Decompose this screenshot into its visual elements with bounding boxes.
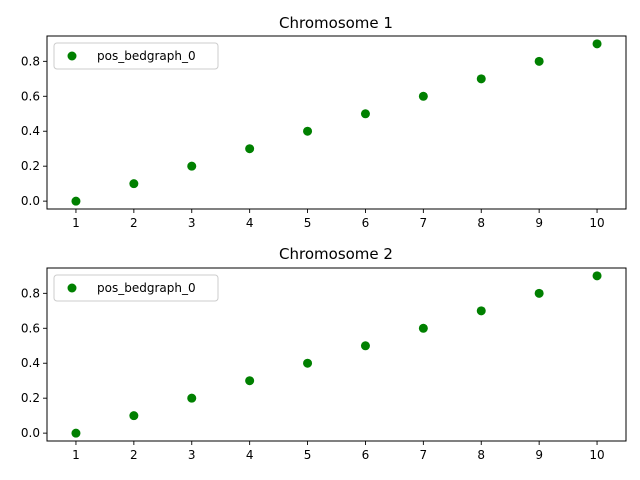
x-tick-label: 9: [535, 216, 543, 230]
data-point: [303, 358, 313, 368]
data-point: [71, 428, 81, 438]
legend-frame: [53, 274, 219, 302]
axes-frame: [46, 35, 627, 210]
x-tick-label: 8: [477, 448, 485, 462]
data-point: [476, 306, 486, 316]
x-tick-label: 10: [589, 448, 604, 462]
data-point: [245, 144, 255, 154]
data-point: [360, 341, 370, 351]
plot-area: 1 2 3 4 5 6 7 8 9 10 0.0 0.2 0.4 0.6 0.8 pos_bedgraph_0: [21, 267, 627, 462]
data-point: [187, 393, 197, 403]
data-point: [245, 376, 255, 386]
data-point: [534, 56, 544, 66]
y-tick-label: 0.2: [21, 391, 40, 405]
plot-area: 1 2 3 4 5 6 7 8 9 10 0.0 0.2 0.4 0.6 0.8 pos_bedgraph_0: [21, 35, 627, 230]
y-tick-label: 0.0: [21, 194, 40, 208]
x-tick-label: 6: [362, 448, 370, 462]
x-tick-label: 7: [420, 216, 428, 230]
x-tick-label: 5: [304, 448, 312, 462]
y-tick-label: 0.4: [21, 124, 40, 138]
data-point: [418, 91, 428, 101]
x-tick-label: 2: [130, 216, 138, 230]
x-tick-label: 3: [188, 448, 196, 462]
legend-frame: [53, 42, 219, 70]
legend-label: pos_bedgraph_0: [97, 281, 196, 295]
data-point: [187, 161, 197, 171]
y-tick-label: 0.6: [21, 89, 40, 103]
x-tick-label: 10: [589, 216, 604, 230]
x-tick-label: 4: [246, 448, 254, 462]
chart-title: Chromosome 1: [279, 14, 393, 32]
y-tick-label: 0.6: [21, 321, 40, 335]
x-tick-label: 8: [477, 216, 485, 230]
data-point: [592, 39, 602, 49]
legend-label: pos_bedgraph_0: [97, 49, 196, 63]
axes-frame: [46, 267, 627, 442]
x-tick-label: 7: [420, 448, 428, 462]
legend-marker: [67, 283, 77, 293]
x-tick-label: 1: [72, 448, 80, 462]
y-tick-label: 0.4: [21, 356, 40, 370]
legend: pos_bedgraph_0: [53, 42, 219, 70]
data-point: [418, 323, 428, 333]
x-tick-label: 2: [130, 448, 138, 462]
y-tick-label: 0.8: [21, 54, 40, 68]
x-tick-label: 6: [362, 216, 370, 230]
subplot-chromosome-1: Chromosome 1 1 2 3 4 5 6 7 8 9 10 0.0 0.2 0.4 0.6 0.8 p…: [21, 14, 627, 230]
data-point: [534, 288, 544, 298]
x-tick-label: 4: [246, 216, 254, 230]
x-tick-label: 5: [304, 216, 312, 230]
data-point: [129, 411, 139, 421]
data-point: [303, 126, 313, 136]
chart-title: Chromosome 2: [279, 245, 393, 263]
y-tick-label: 0.8: [21, 286, 40, 300]
x-tick-label: 3: [188, 216, 196, 230]
data-point: [476, 74, 486, 84]
data-point: [71, 196, 81, 206]
legend-marker: [67, 51, 77, 61]
data-point: [129, 179, 139, 189]
data-point: [360, 109, 370, 119]
y-tick-label: 0.2: [21, 159, 40, 173]
subplot-chromosome-2: Chromosome 2 1 2 3 4 5 6 7 8 9 10 0.0 0.2 0.4 0.6 0.8 p…: [21, 245, 627, 462]
x-tick-label: 1: [72, 216, 80, 230]
data-point: [592, 271, 602, 281]
legend: pos_bedgraph_0: [53, 274, 219, 302]
y-tick-label: 0.0: [21, 426, 40, 440]
x-tick-label: 9: [535, 448, 543, 462]
